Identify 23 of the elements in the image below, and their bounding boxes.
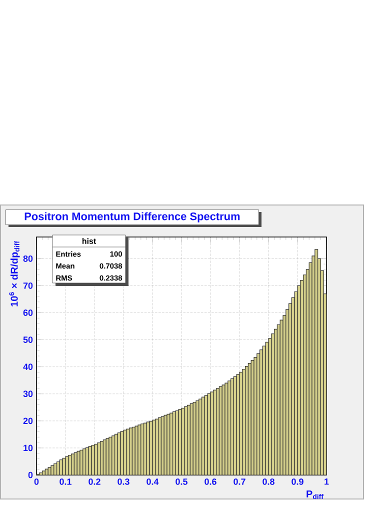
y-tick-label: 60 bbox=[24, 310, 33, 316]
x-tick-label: 0.3 bbox=[118, 478, 130, 485]
y-tick-label: 10 bbox=[24, 444, 33, 452]
y-tick-label: 50 bbox=[24, 336, 33, 343]
y-axis-title: 10$^{6}$ × dR/dp$_{diff}$ bbox=[9, 241, 20, 306]
x-tick-label: 0.6 bbox=[204, 478, 217, 485]
x-tick-label: 0.7 bbox=[234, 478, 246, 485]
x-tick-label: 0.9 bbox=[292, 478, 304, 485]
y-tick-label: 40 bbox=[23, 364, 33, 370]
x-tick-label: 0.4 bbox=[146, 478, 159, 485]
y-tick-label: 30 bbox=[23, 390, 33, 398]
chart-title: Positron Momentum Difference Spectrum bbox=[25, 212, 240, 222]
y-tick-label: 20 bbox=[24, 418, 33, 424]
y-tick-label: 80 bbox=[24, 255, 33, 262]
x-tick-label: 0.8 bbox=[262, 478, 275, 485]
y-tick-label: 0 bbox=[28, 472, 33, 478]
y-tick-label: 70 bbox=[24, 282, 33, 289]
x-tick-label: 0 bbox=[34, 478, 39, 485]
x-tick-label: 0.1 bbox=[60, 478, 72, 485]
x-axis-title: P$_{diff}$ bbox=[306, 490, 324, 500]
x-tick-label: 1 bbox=[324, 478, 329, 485]
x-tick-label: 0.2 bbox=[88, 478, 101, 485]
x-tick-label: 0.5 bbox=[176, 478, 188, 485]
